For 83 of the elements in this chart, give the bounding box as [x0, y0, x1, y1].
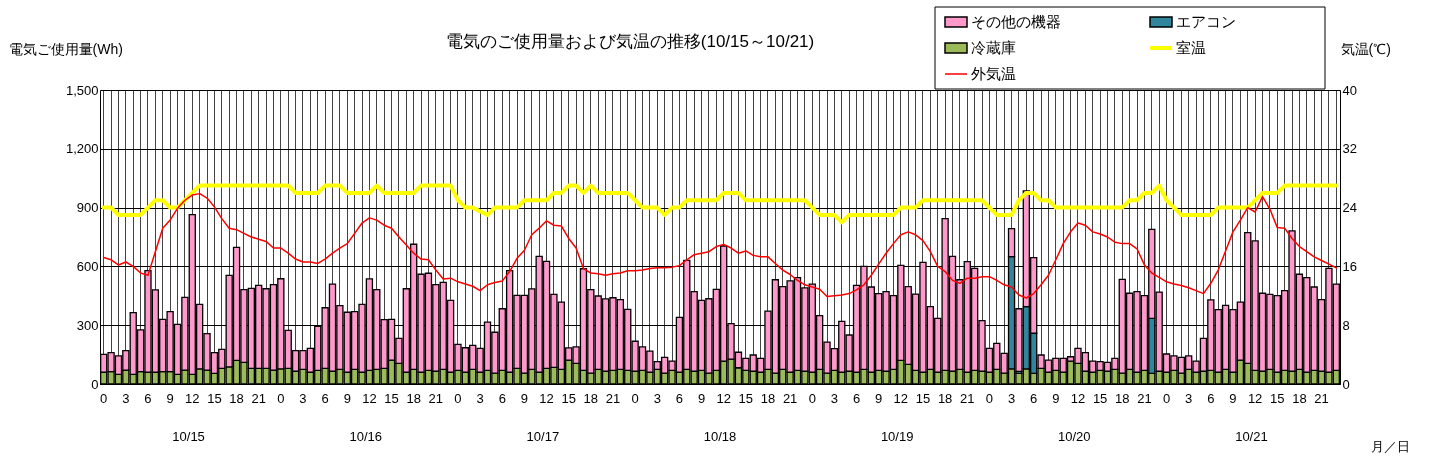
x-tick-label: 15 [384, 390, 399, 406]
text: 10/16 [349, 429, 382, 444]
x-tick-label: 0 [1162, 390, 1171, 406]
chart-title: 電気のご使用量および気温の推移(10/15～10/21) [445, 32, 815, 51]
x-tick-label: 18 [1115, 390, 1130, 406]
x-tick-label: 18 [229, 390, 244, 406]
text: 10/15 [172, 429, 205, 444]
x-tick-label: 0 [277, 390, 285, 406]
legend-label: 室温 [1176, 39, 1206, 56]
x-tick-label: 3 [122, 390, 130, 406]
x-tick-label: 18 [1292, 390, 1307, 406]
x-tick-label: 6 [852, 390, 861, 406]
x-tick-label: 15 [738, 390, 754, 406]
y2-axis-title: 気温(℃) [1340, 40, 1391, 57]
x-tick-label: 21 [1314, 390, 1329, 406]
x-tick-label: 21 [1137, 390, 1152, 406]
x-tick-label: 0 [631, 390, 639, 406]
y-tick-label: 300 [76, 317, 99, 333]
x-tick-label: 21 [960, 390, 975, 406]
x-tick-label: 12 [539, 390, 554, 406]
x-tick-label: 21 [782, 390, 798, 406]
x-tick-label: 12 [716, 390, 731, 406]
y-tick-label: 0 [91, 376, 99, 392]
text: 10/19 [880, 429, 914, 444]
x-tick-label: 12 [362, 390, 377, 406]
x-tick-label: 12 [185, 390, 200, 406]
x-tick-label: 18 [760, 390, 776, 406]
y2-tick-label: 16 [1342, 258, 1357, 274]
x-tick-label: 0 [808, 390, 816, 406]
x-tick-label: 9 [1052, 390, 1060, 406]
x-tick-label: 6 [144, 390, 152, 406]
x-tick-label: 3 [830, 390, 839, 406]
x-tick-label: 6 [1030, 390, 1038, 406]
x-tick-label: 3 [1007, 390, 1016, 406]
x-tick-label: 15 [1270, 390, 1285, 406]
x-axis-title: 月／日 [1371, 438, 1410, 454]
x-tick-label: 15 [1092, 390, 1108, 406]
text: 10/21 [1235, 429, 1268, 444]
x-tick-label: 9 [343, 390, 351, 406]
legend-label: 外気温 [971, 65, 1016, 82]
x-tick-label: 18 [583, 390, 599, 406]
x-tick-label: 21 [428, 390, 444, 406]
x-tick-label: 0 [454, 390, 462, 406]
x-tick-label: 18 [406, 390, 421, 406]
x-tick-label: 15 [561, 390, 576, 406]
y-axis-title: 電気ご使用量(Wh) [8, 40, 123, 57]
x-tick-label: 9 [166, 390, 174, 406]
x-tick-label: 9 [697, 390, 706, 406]
x-tick-label: 9 [1229, 390, 1237, 406]
y2-tick-label: 24 [1342, 200, 1357, 216]
text: 10/20 [1058, 429, 1091, 444]
legend-label: その他の機器 [971, 13, 1061, 30]
x-tick-label: 3 [299, 390, 307, 406]
x-tick-label: 9 [875, 390, 883, 406]
text: 10/18 [703, 429, 737, 444]
x-tick-label: 0 [985, 390, 994, 406]
y2-tick-label: 8 [1342, 317, 1350, 333]
x-tick-label: 3 [476, 390, 484, 406]
y-tick-label: 1,500 [65, 82, 99, 98]
y2-tick-label: 32 [1342, 141, 1357, 157]
x-tick-label: 6 [675, 390, 684, 406]
x-tick-label: 6 [321, 390, 329, 406]
x-tick-label: 15 [915, 390, 931, 406]
x-tick-label: 12 [893, 390, 909, 406]
x-tick-label: 12 [1070, 390, 1086, 406]
x-tick-label: 3 [1185, 390, 1193, 406]
y-tick-label: 1,200 [65, 141, 99, 157]
x-tick-label: 6 [1207, 390, 1215, 406]
x-tick-label: 3 [653, 390, 661, 406]
x-tick-label: 18 [937, 390, 953, 406]
legend-label: 冷蔵庫 [971, 39, 1016, 56]
x-tick-label: 12 [1247, 390, 1263, 406]
legend-label: エアコン [1176, 13, 1236, 30]
x-tick-label: 6 [498, 390, 506, 406]
x-tick-label: 9 [520, 390, 529, 406]
y-tick-label: 900 [76, 200, 99, 216]
y-tick-label: 600 [76, 258, 99, 274]
x-tick-label: 21 [251, 390, 266, 406]
x-tick-label: 15 [207, 390, 222, 406]
x-tick-label: 21 [605, 390, 621, 406]
y2-tick-label: 0 [1342, 376, 1350, 392]
text: 10/17 [526, 429, 560, 444]
y2-tick-label: 40 [1342, 82, 1357, 98]
